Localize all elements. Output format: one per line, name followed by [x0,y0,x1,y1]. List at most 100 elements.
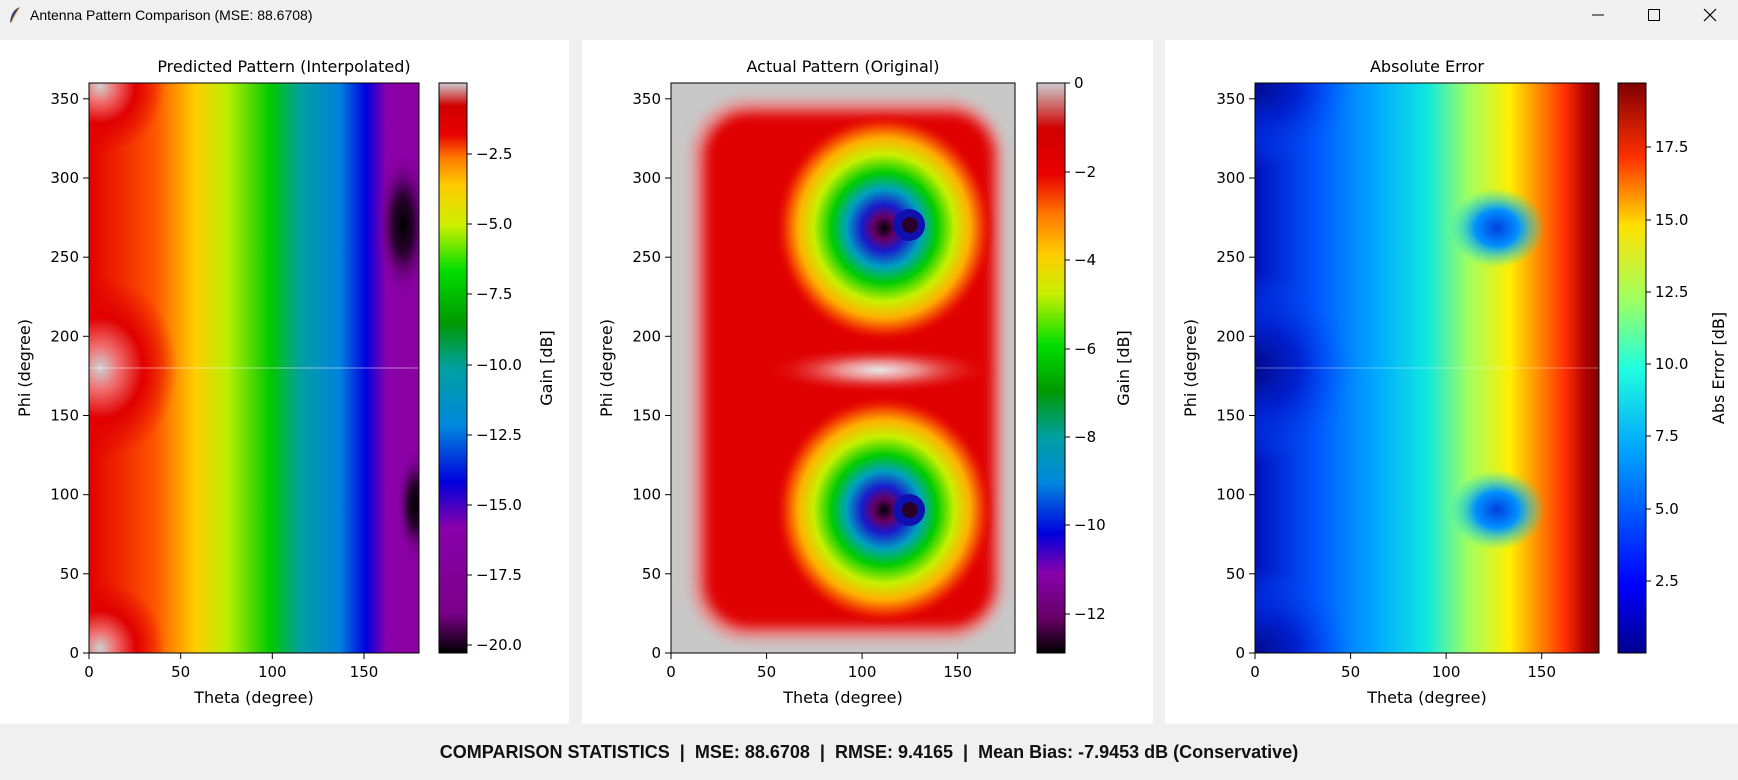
x-tick-label: 50 [1341,663,1360,681]
colorbar-tick-label: −15.0 [476,496,522,514]
y-axis-label: Phi (degree) [597,319,616,417]
colorbar-label: Abs Error [dB] [1709,312,1728,424]
mean-bias-value: Mean Bias: -7.9453 dB (Conservative) [978,741,1299,762]
colorbar-tick-label: 2.5 [1655,572,1679,590]
chart-title: Predicted Pattern (Interpolated) [157,57,410,76]
x-axis-label: Theta (degree) [1366,688,1486,707]
x-axis: 0 50 100 150 Theta (degree) [84,653,378,707]
actual-pattern-panel: Actual Pattern (Original) 0 50 100 150 T… [582,40,1153,724]
x-tick-label: 150 [350,663,379,681]
chart-title: Actual Pattern (Original) [747,57,940,76]
colorbar-tick-label: 17.5 [1655,138,1688,156]
y-tick-label: 0 [651,644,661,662]
x-tick-label: 0 [84,663,94,681]
y-tick-label: 50 [1226,565,1245,583]
colorbar-label: Gain [dB] [1114,330,1133,406]
colorbar-tick-label: 0 [1074,74,1084,92]
stats-heading: COMPARISON STATISTICS [439,741,670,762]
separator: | [819,741,825,762]
actual-pattern-chart: Actual Pattern (Original) 0 50 100 150 T… [597,57,1133,707]
colorbar-tick-label: −4 [1074,251,1096,269]
predicted-pattern-chart: Predicted Pattern (Interpolated) 0 50 10… [15,57,556,707]
y-tick-label: 300 [50,169,79,187]
y-axis-label: Phi (degree) [1181,319,1200,417]
y-tick-label: 200 [632,327,661,345]
y-tick-label: 350 [50,90,79,108]
y-tick-label: 350 [1216,90,1245,108]
colorbar: −12 −10 −8 −6 −4 −2 0 Gain [dB] [1036,74,1133,654]
y-tick-label: 100 [632,486,661,504]
y-tick-label: 50 [642,565,661,583]
colorbar-tick-label: −6 [1074,340,1096,358]
x-axis-label: Theta (degree) [782,688,902,707]
y-tick-label: 100 [50,486,79,504]
colorbar-tick-label: −8 [1074,428,1096,446]
y-tick-label: 100 [1216,486,1245,504]
y-tick-label: 0 [69,644,79,662]
x-tick-label: 0 [666,663,676,681]
y-axis: 0 50 100 150 200 250 300 350 Phi (degree… [15,90,89,662]
colorbar-tick-label: −12.5 [476,426,522,444]
maximize-button[interactable] [1626,0,1682,30]
window-title: Antenna Pattern Comparison (MSE: 88.6708… [30,7,313,23]
colorbar-tick-label: −17.5 [476,566,522,584]
y-tick-label: 150 [632,407,661,425]
y-tick-label: 250 [1216,248,1245,266]
y-axis: 0 50 100 150 200 250 300 350 Phi (degree… [597,90,671,662]
close-button[interactable] [1682,0,1738,30]
colorbar-tick-label: 7.5 [1655,427,1679,445]
colorbar-tick-label: −2.5 [476,145,512,163]
separator: | [679,741,685,762]
y-tick-label: 200 [50,327,79,345]
colorbar-tick-label: 10.0 [1655,355,1688,373]
rmse-value: RMSE: 9.4165 [834,741,954,762]
y-tick-label: 300 [1216,169,1245,187]
colorbar-tick-label: −10 [1074,516,1106,534]
predicted-pattern-panel: Predicted Pattern (Interpolated) 0 50 10… [0,40,569,724]
colorbar-tick-label: −7.5 [476,285,512,303]
heatmap-image [89,83,419,653]
status-bar: COMPARISON STATISTICS | MSE: 88.6708 | RMSE:… [0,724,1738,780]
colorbar: −20.0 −17.5 −15.0 −12.5 −10.0 −7.5 −5.0 … [438,82,556,654]
maximize-icon [1648,9,1660,21]
x-tick-label: 150 [1527,663,1556,681]
heatmap-image [671,83,1015,653]
y-tick-label: 150 [50,407,79,425]
y-axis: 0 50 100 150 200 250 300 350 Phi (degree… [1181,90,1255,662]
absolute-error-panel: Absolute Error 0 50 100 150 Theta (degre… [1165,40,1738,724]
y-tick-label: 250 [632,248,661,266]
colorbar: 2.5 5.0 7.5 10.0 12.5 15.0 17.5 Abs Erro… [1617,82,1728,654]
x-tick-label: 100 [258,663,287,681]
y-tick-label: 50 [60,565,79,583]
feather-icon [10,6,21,24]
minimize-button[interactable] [1570,0,1626,30]
colorbar-tick-label: −20.0 [476,636,522,654]
absolute-error-chart: Absolute Error 0 50 100 150 Theta (degre… [1181,57,1728,707]
x-axis: 0 50 100 150 Theta (degree) [666,653,972,707]
x-tick-label: 100 [848,663,877,681]
colorbar-tick-label: 15.0 [1655,211,1688,229]
y-tick-label: 150 [1216,407,1245,425]
x-axis-label: Theta (degree) [193,688,313,707]
colorbar-tick-label: −2 [1074,163,1096,181]
y-axis-label: Phi (degree) [15,319,34,417]
heatmap-image [1255,83,1599,653]
mse-value: MSE: 88.6708 [694,741,810,762]
minimize-icon [1592,14,1604,16]
colorbar-tick-label: 5.0 [1655,500,1679,518]
x-axis: 0 50 100 150 Theta (degree) [1250,653,1556,707]
x-tick-label: 50 [757,663,776,681]
y-tick-label: 200 [1216,327,1245,345]
close-icon [1703,8,1717,22]
separator: | [963,741,969,762]
colorbar-tick-label: −5.0 [476,215,512,233]
x-tick-label: 0 [1250,663,1260,681]
colorbar-tick-label: 12.5 [1655,283,1688,301]
x-tick-label: 150 [943,663,972,681]
chart-title: Absolute Error [1370,57,1484,76]
comparison-statistics: COMPARISON STATISTICS | MSE: 88.6708 | RMSE:… [440,742,1298,763]
colorbar-label: Gain [dB] [537,330,556,406]
x-tick-label: 50 [171,663,190,681]
y-tick-label: 300 [632,169,661,187]
y-tick-label: 350 [632,90,661,108]
